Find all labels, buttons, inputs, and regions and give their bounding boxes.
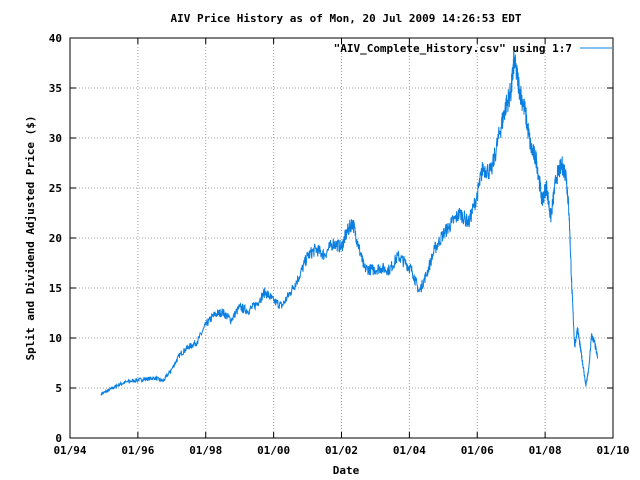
x-tick-label: 01/08 [529,444,562,457]
x-tick-label: 01/00 [257,444,290,457]
y-tick-label: 25 [49,182,62,195]
chart-title: AIV Price History as of Mon, 20 Jul 2009… [171,12,522,25]
y-tick-label: 40 [49,32,62,45]
legend: "AIV_Complete_History.csv" using 1:7 [334,42,612,55]
y-tick-label: 0 [55,432,62,445]
x-axis-label: Date [333,464,360,477]
x-tick-labels: 01/94 01/96 01/98 01/00 01/02 01/04 01/06 01/08… [53,444,629,457]
x-tick-label: 01/02 [325,444,358,457]
x-tick-label: 01/96 [121,444,154,457]
series-line [100,51,599,396]
x-tick-label: 01/10 [596,444,629,457]
plot-frame [69,37,614,439]
y-tick-label: 15 [49,282,62,295]
x-tick-label: 01/94 [53,444,86,457]
y-tick-label: 5 [55,382,62,395]
y-tick-label: 20 [49,232,62,245]
x-tick-label: 01/04 [393,444,426,457]
y-axis-label: Split and Dividend Adjusted Price ($) [24,115,37,360]
x-tick-label: 01/06 [461,444,494,457]
legend-label: "AIV_Complete_History.csv" using 1:7 [334,42,572,55]
y-tick-label: 10 [49,332,62,345]
gridlines [70,38,613,438]
y-tick-labels: 0 5 10 15 20 25 30 35 40 [49,32,62,445]
y-tick-label: 35 [49,82,62,95]
x-tick-label: 01/98 [189,444,222,457]
y-tick-label: 30 [49,132,62,145]
